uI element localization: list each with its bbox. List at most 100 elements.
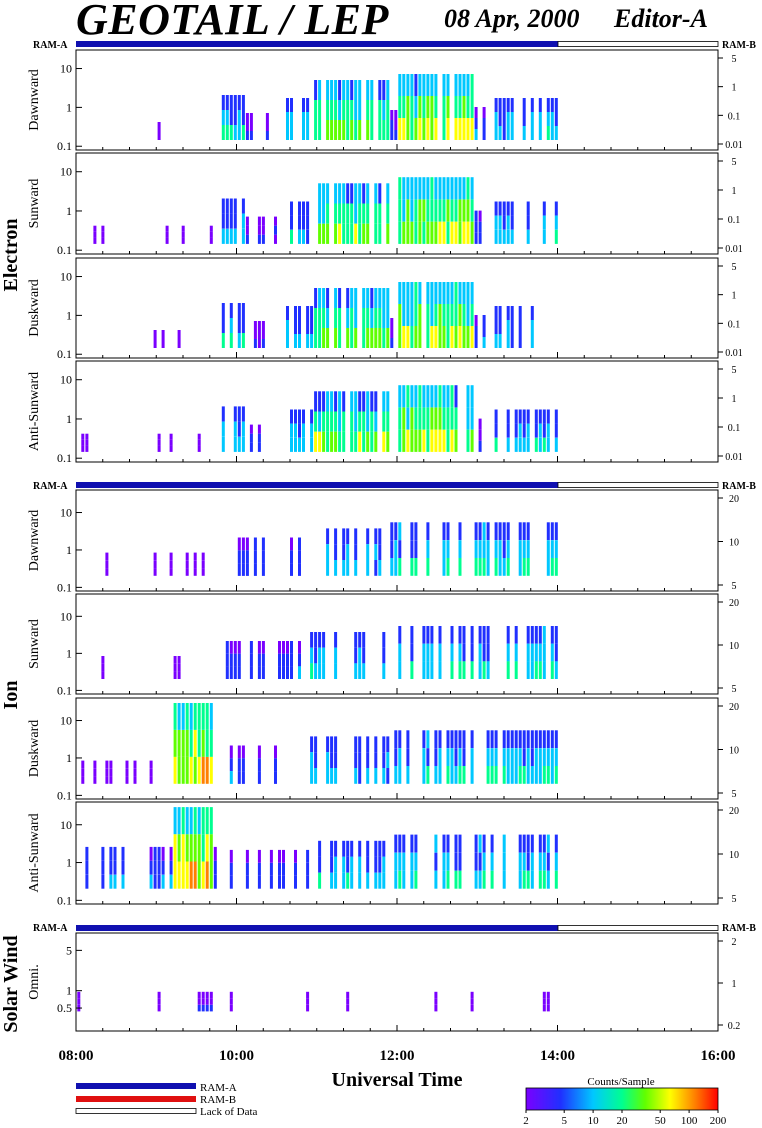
y-tick-label: 10	[60, 609, 72, 623]
colorbar-tick-label: 50	[655, 1115, 667, 1127]
right-y-tick-label: 5	[732, 581, 737, 592]
heatmap-cells	[77, 991, 550, 1012]
right-y-tick-label: 0.1	[728, 423, 741, 434]
right-y-tick-label: 20	[729, 598, 739, 609]
panel-frame	[75, 257, 719, 359]
right-y-tick-label: 0.1	[728, 319, 741, 330]
lack-of-data-bar	[557, 41, 719, 47]
panel-frame	[75, 932, 719, 1032]
right-y-tick-label: 20	[729, 702, 739, 713]
ram-a-label: RAM-A	[33, 481, 68, 492]
panel-frame	[75, 152, 719, 255]
y-tick-label: 0.1	[57, 788, 72, 802]
heatmap-cells	[81, 703, 558, 784]
lack-of-data-bar	[557, 925, 719, 931]
y-tick-label: 1	[66, 100, 72, 114]
panel-label: Anti-Sunward	[27, 813, 42, 892]
heatmap-cells	[85, 807, 558, 889]
x-tick-label: 14:00	[540, 1048, 575, 1064]
y-tick-label: 0.1	[57, 683, 72, 697]
heatmap-cells	[153, 282, 534, 348]
x-tick-label: 10:00	[219, 1048, 254, 1064]
y-tick-label: 0.1	[57, 347, 72, 361]
ram-a-label: RAM-A	[33, 40, 68, 51]
lack-of-data-bar	[557, 482, 719, 488]
heatmap-cells	[157, 74, 558, 140]
right-y-tick-label: 5	[732, 789, 737, 800]
right-y-tick-label: 20	[729, 806, 739, 817]
panel-label: Dawnward	[27, 510, 42, 571]
right-y-tick-label: 5	[732, 684, 737, 695]
right-y-tick-label: 0.1	[728, 111, 741, 122]
ram-b-label: RAM-B	[722, 923, 756, 934]
y-tick-label: 1	[66, 751, 72, 765]
y-tick-label: 0.1	[57, 451, 72, 465]
panel-frame	[75, 593, 719, 695]
legend-label-lack: Lack of Data	[200, 1106, 258, 1118]
y-tick-label: 1	[66, 308, 72, 322]
y-tick-label: 10	[60, 373, 72, 387]
x-axis-label: Universal Time	[332, 1069, 463, 1091]
ram-bar-electron: RAM-A RAM-B	[33, 40, 756, 51]
right-y-tick-label: 10	[729, 538, 739, 549]
y-tick-label: 0.5	[57, 1001, 72, 1015]
x-tick-label: 08:00	[59, 1048, 94, 1064]
y-tick-label: 1	[66, 204, 72, 218]
right-y-tick-label: 1	[732, 83, 737, 94]
legend: RAM-A RAM-B Lack of Data	[75, 1082, 258, 1118]
colorbar: Counts/Sample 2 5 10 20 50 100 200	[523, 1076, 727, 1127]
y-tick-label: 10	[60, 818, 72, 832]
ram-b-label: RAM-B	[722, 481, 756, 492]
panel-label: Anti-Sunward	[27, 372, 42, 451]
right-y-tick-label: 20	[729, 494, 739, 505]
y-tick-label: 1	[66, 856, 72, 870]
heatmap-cells	[105, 522, 558, 576]
heatmap-cells	[81, 385, 558, 452]
y-tick-label: 0.1	[57, 580, 72, 594]
y-tick-label: 5	[66, 943, 72, 957]
right-y-tick-label: 10	[729, 641, 739, 652]
panel-electron-anti-sunward: Anti-Sunward 0.1 1 10 5 1 0.1 0.01	[27, 360, 743, 465]
heatmap-cells	[93, 177, 558, 244]
right-y-tick-label: 2	[732, 937, 737, 948]
x-axis: 08:00 10:00 12:00 14:00 16:00	[59, 1048, 736, 1064]
panel-label: Dawnward	[27, 69, 42, 130]
page-title: GEOTAIL / LEP	[76, 0, 389, 44]
y-tick-label: 1	[66, 543, 72, 557]
colorbar-tick-label: 5	[561, 1115, 567, 1127]
y-tick-label: 1	[66, 646, 72, 660]
right-y-tick-label: 0.01	[725, 452, 743, 463]
y-tick-label: 10	[60, 714, 72, 728]
legend-swatch-ram-b	[76, 1096, 196, 1102]
group-label-solar-wind: Solar Wind	[0, 935, 22, 1032]
right-y-tick-label: 0.1	[728, 215, 741, 226]
panel-label: Sunward	[27, 619, 42, 669]
ram-a-bar	[76, 41, 558, 47]
panel-ion-dawnward: Dawnward 0.1 1 10 20 10 5	[27, 489, 739, 594]
group-label-ion: Ion	[0, 681, 22, 710]
right-y-tick-label: 5	[732, 157, 737, 168]
y-tick-label: 0.1	[57, 243, 72, 257]
legend-swatch-ram-a	[76, 1083, 196, 1089]
panel-ion-duskward: Duskward 0.1 1 10 20 10 5	[27, 697, 739, 802]
colorbar-gradient	[525, 1087, 719, 1111]
right-y-tick-label: 1	[732, 186, 737, 197]
right-y-tick-label: 1	[732, 291, 737, 302]
right-y-tick-label: 1	[732, 394, 737, 405]
right-y-tick-label: 0.01	[725, 244, 743, 255]
right-y-tick-label: 5	[732, 894, 737, 905]
ram-bar-solar-wind: RAM-A RAM-B	[33, 923, 756, 934]
right-y-tick-label: 5	[732, 262, 737, 273]
date-label: 08 Apr, 2000	[444, 4, 580, 33]
panels: Dawnward 0.1 1 10 5 1 0.1 0.01 Sunward 0.1 1 10 5 1 0.…	[27, 49, 743, 1032]
ram-a-bar	[76, 925, 558, 931]
right-y-tick-label: 0.2	[728, 1021, 741, 1032]
colorbar-label: Counts/Sample	[587, 1076, 654, 1088]
colorbar-tick-label: 100	[681, 1115, 698, 1127]
right-y-tick-label: 10	[729, 746, 739, 757]
right-y-tick-label: 0.01	[725, 140, 743, 151]
right-y-tick-label: 0.01	[725, 348, 743, 359]
right-y-tick-label: 10	[729, 850, 739, 861]
ram-a-bar	[76, 482, 558, 488]
